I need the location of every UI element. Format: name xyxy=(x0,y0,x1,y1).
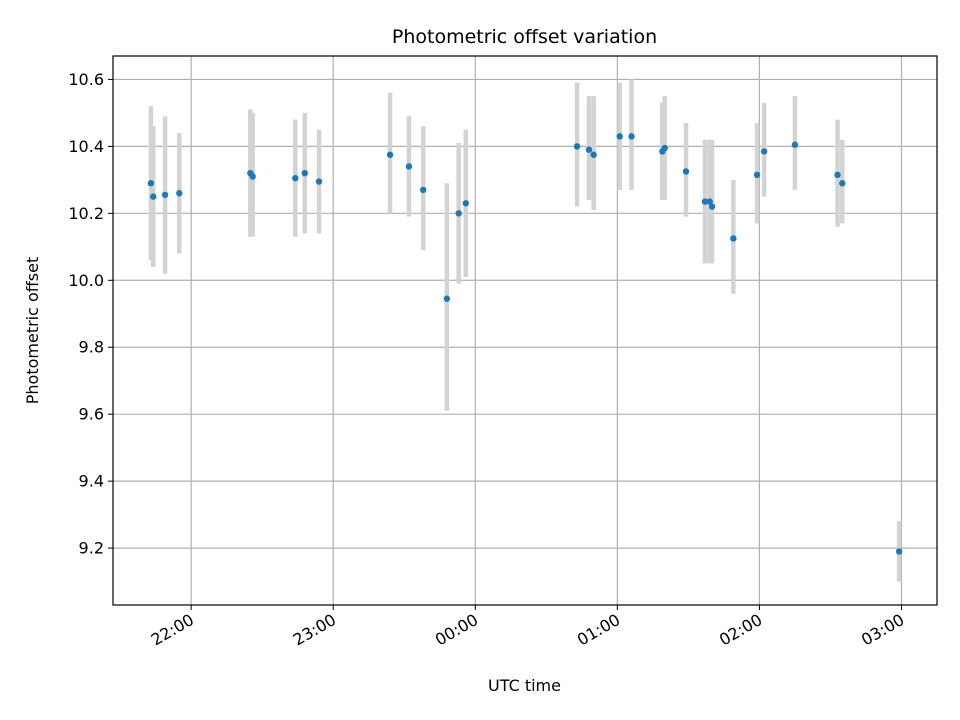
grid-lines xyxy=(113,56,937,605)
x-tick-label: 22:00 xyxy=(148,610,197,650)
x-tick-label: 23:00 xyxy=(290,610,339,650)
data-point xyxy=(462,200,470,207)
data-point xyxy=(834,171,841,179)
data-point xyxy=(176,190,183,197)
x-tick-label: 02:00 xyxy=(716,610,765,650)
y-tick-label: 9.8 xyxy=(79,338,104,357)
data-point xyxy=(150,193,157,200)
y-axis-title: Photometric offset xyxy=(23,257,42,405)
data-point xyxy=(628,133,635,140)
x-tick-label: 00:00 xyxy=(432,610,481,650)
data-point xyxy=(616,133,623,140)
chart-title: Photometric offset variation xyxy=(392,26,657,48)
data-point xyxy=(895,548,903,555)
data-point xyxy=(590,151,597,158)
data-point xyxy=(443,295,451,302)
y-tick-label: 10.4 xyxy=(68,137,104,156)
x-axis-ticks: 22:00 23:00 00:00 01:00 02:00 03:00 xyxy=(148,605,907,650)
y-axis-ticks: 9.2 9.4 9.6 9.8 10.0 10.2 10.4 10.6 xyxy=(68,70,113,558)
data-point xyxy=(161,191,169,199)
data-point xyxy=(292,174,299,182)
data-point xyxy=(708,203,716,210)
data-point xyxy=(315,178,323,185)
y-tick-label: 10.6 xyxy=(68,70,104,89)
data-point xyxy=(661,144,668,152)
data-point xyxy=(386,151,394,158)
data-point xyxy=(147,180,155,187)
y-tick-label: 10.0 xyxy=(68,271,104,290)
y-tick-label: 9.6 xyxy=(79,405,104,424)
data-point xyxy=(301,169,308,177)
data-point xyxy=(706,198,713,205)
error-bars xyxy=(148,79,902,582)
data-point xyxy=(249,173,256,180)
data-point xyxy=(839,180,846,187)
x-axis-title: UTC time xyxy=(488,676,561,695)
data-point xyxy=(791,141,799,148)
x-tick-label: 03:00 xyxy=(858,610,907,650)
data-point xyxy=(419,186,427,194)
y-tick-label: 10.2 xyxy=(68,204,104,223)
data-point xyxy=(701,198,709,205)
y-tick-label: 9.2 xyxy=(79,539,104,558)
data-point xyxy=(682,168,690,175)
data-point xyxy=(405,163,413,170)
y-tick-label: 9.4 xyxy=(79,472,104,491)
data-point xyxy=(585,146,593,153)
plot-frame xyxy=(112,55,938,606)
data-point xyxy=(760,148,768,155)
x-tick-label: 01:00 xyxy=(574,610,623,650)
data-point xyxy=(730,235,737,242)
data-points xyxy=(147,133,903,555)
data-point xyxy=(573,143,581,150)
data-point xyxy=(455,210,462,217)
data-point xyxy=(753,171,761,179)
